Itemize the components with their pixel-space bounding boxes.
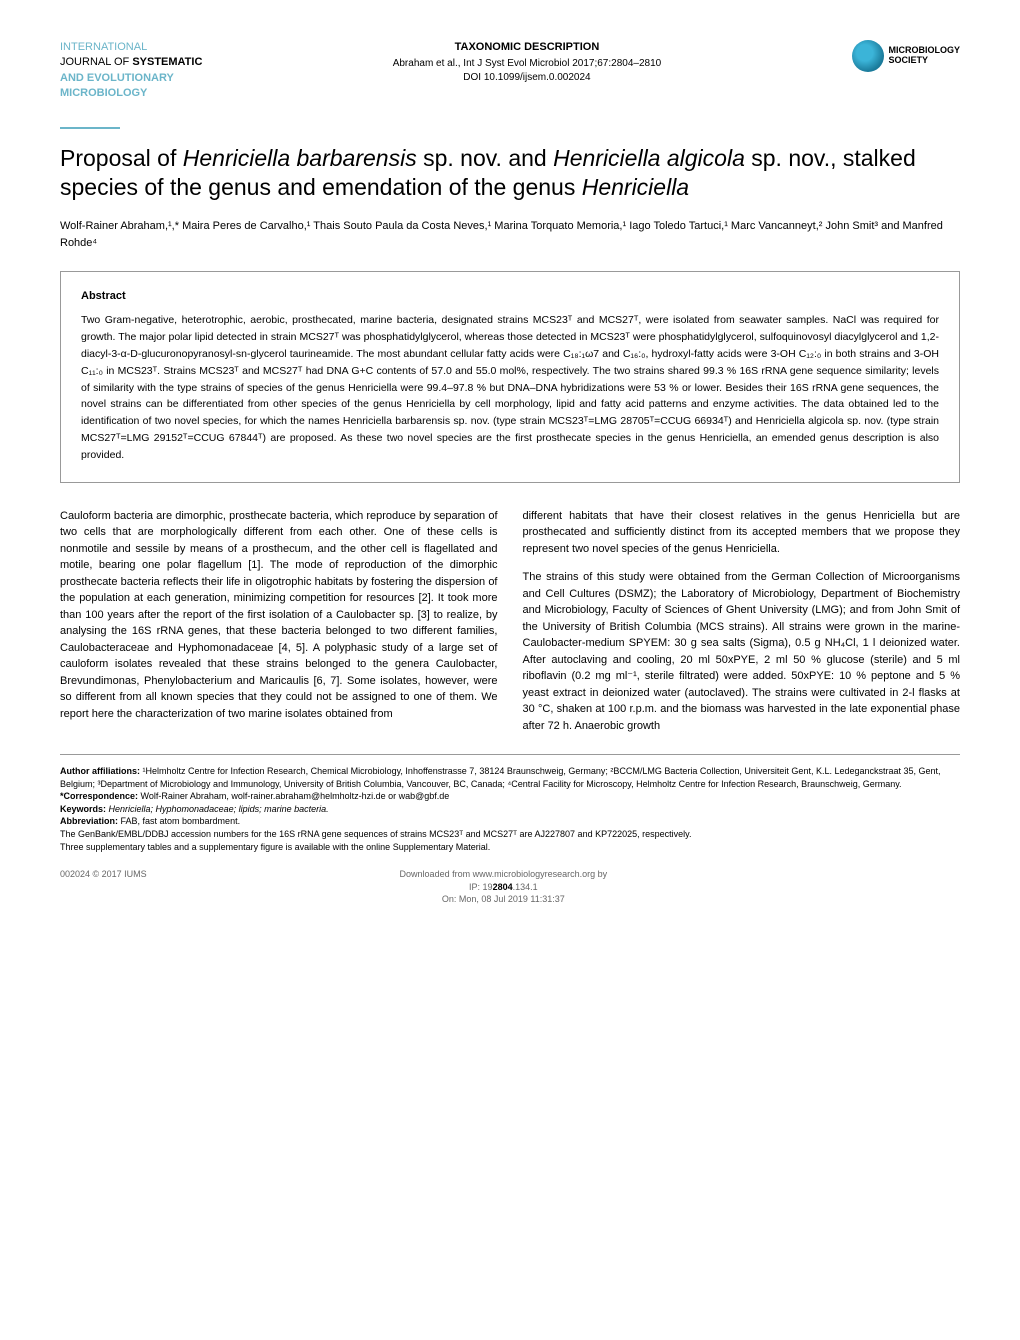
footer-keywords: Keywords: Henriciella; Hyphomonadaceae; … [60, 803, 960, 816]
footer-correspondence: *Correspondence: Wolf-Rainer Abraham, wo… [60, 790, 960, 803]
journal-line2: JOURNAL OF SYSTEMATIC [60, 55, 202, 70]
footer-affiliations: Author affiliations: ¹Helmholtz Centre f… [60, 765, 960, 790]
header-center: TAXONOMIC DESCRIPTION Abraham et al., In… [393, 40, 662, 85]
authors: Wolf-Rainer Abraham,¹,* Maira Peres de C… [60, 218, 960, 251]
journal-line4: MICROBIOLOGY [60, 86, 202, 101]
body-columns: Cauloform bacteria are dimorphic, prosth… [60, 508, 960, 735]
journal-line1: INTERNATIONAL [60, 40, 202, 55]
article-title: Proposal of Henriciella barbarensis sp. … [60, 144, 960, 204]
logo-text: MICROBIOLOGY SOCIETY [889, 46, 961, 66]
abstract-box: Abstract Two Gram-negative, heterotrophi… [60, 271, 960, 482]
footer-genbank: The GenBank/EMBL/DDBJ accession numbers … [60, 828, 960, 841]
footer-center: Downloaded from www.microbiologyresearch… [147, 868, 860, 906]
logo-circle-icon [852, 40, 884, 72]
footer-section: Author affiliations: ¹Helmholtz Centre f… [60, 754, 960, 906]
doi: DOI 10.1099/ijsem.0.002024 [393, 71, 662, 85]
body-column-right: different habitats that have their close… [523, 508, 961, 735]
footer-bottom: 002024 © 2017 IUMS Downloaded from www.m… [60, 868, 960, 906]
section-label: TAXONOMIC DESCRIPTION [393, 40, 662, 55]
title-rule [60, 127, 120, 129]
journal-line3: AND EVOLUTIONARY [60, 71, 202, 86]
body-column-left: Cauloform bacteria are dimorphic, prosth… [60, 508, 498, 735]
footer-abbreviation: Abbreviation: FAB, fast atom bombardment… [60, 815, 960, 828]
journal-title-block: INTERNATIONAL JOURNAL OF SYSTEMATIC AND … [60, 40, 202, 102]
footer-supplementary: Three supplementary tables and a supplem… [60, 841, 960, 854]
abstract-heading: Abstract [81, 290, 939, 302]
abstract-text: Two Gram-negative, heterotrophic, aerobi… [81, 312, 939, 463]
society-logo: MICROBIOLOGY SOCIETY [852, 40, 961, 72]
header-row: INTERNATIONAL JOURNAL OF SYSTEMATIC AND … [60, 40, 960, 102]
footer-copyright: 002024 © 2017 IUMS [60, 868, 147, 906]
citation: Abraham et al., Int J Syst Evol Microbio… [393, 57, 662, 71]
